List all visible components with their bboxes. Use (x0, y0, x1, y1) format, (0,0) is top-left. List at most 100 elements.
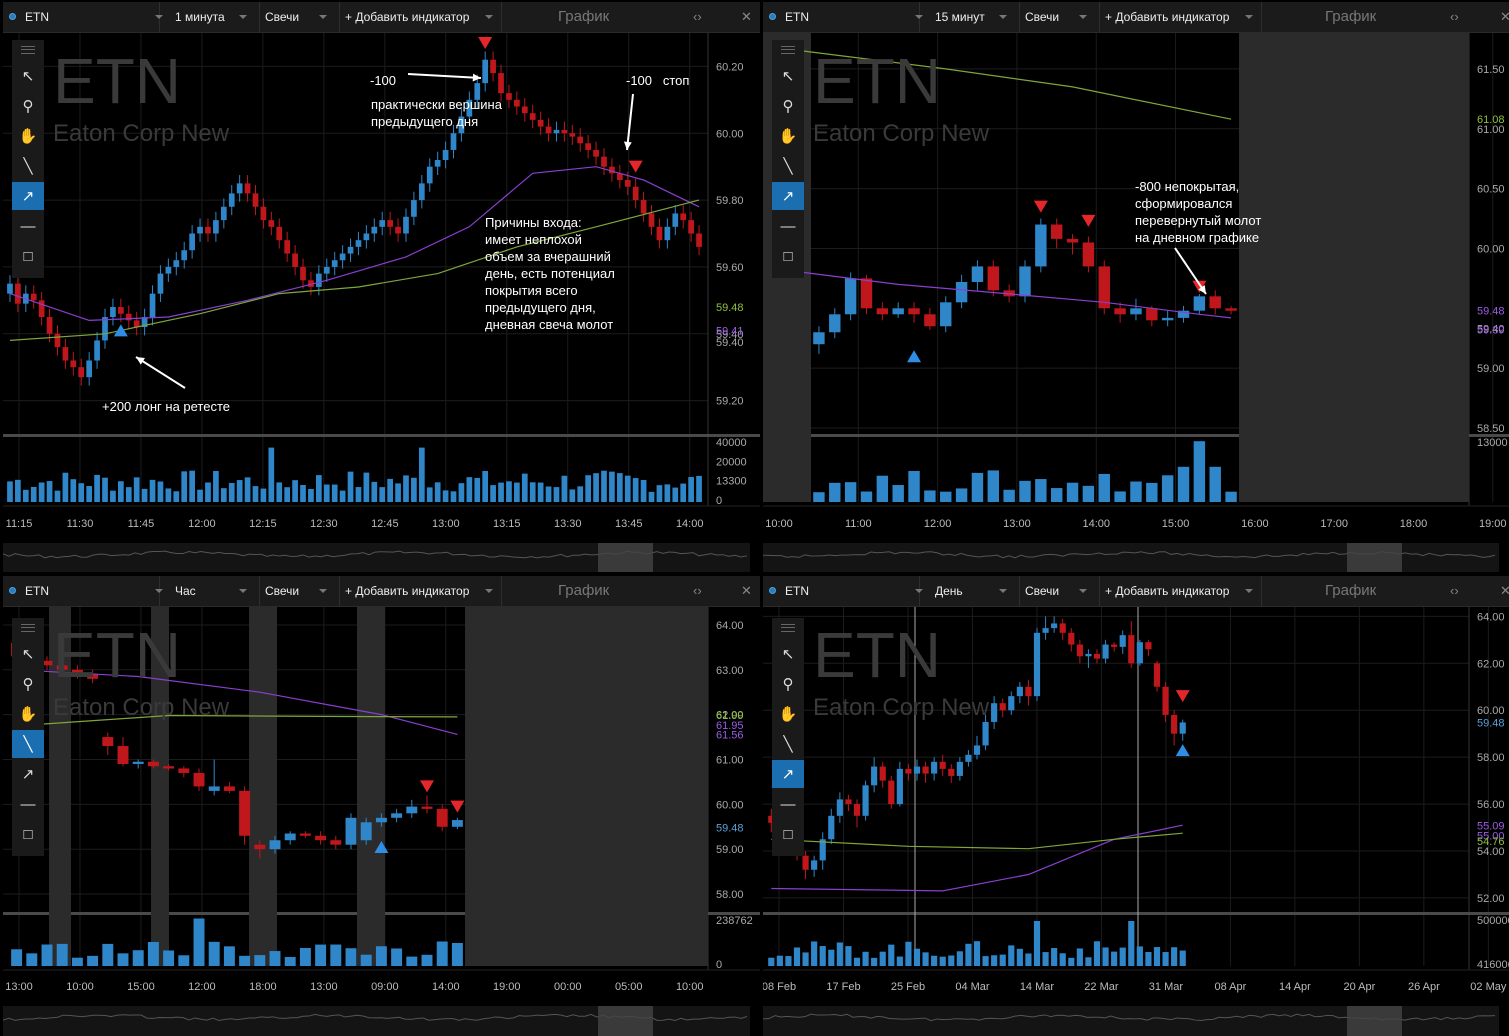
chevron-down-icon[interactable] (999, 589, 1007, 593)
arrow-tool-icon[interactable]: ↗ (21, 766, 35, 783)
chevron-down-icon[interactable] (1245, 589, 1253, 593)
horizontal-line-icon[interactable]: — (20, 217, 36, 235)
chart-canvas[interactable]: 64.00 62.00 60.00 58.00 56.00 54.00 52.00 59.48… (763, 576, 1509, 1036)
grid-lines (763, 607, 1489, 966)
volume-bar (908, 470, 920, 502)
chevron-down-icon[interactable] (1079, 15, 1087, 19)
cursor-icon[interactable]: ↖ (781, 68, 795, 85)
rectangle-tool-icon[interactable]: □ (783, 247, 793, 265)
pan-hand-icon[interactable]: ✋ (18, 128, 38, 145)
chevron-down-icon[interactable] (319, 589, 327, 593)
add-indicator-button[interactable]: + Добавить индикатор (1099, 2, 1262, 32)
candle (244, 175, 251, 202)
navigator-scrollbar[interactable] (763, 543, 1499, 572)
add-indicator-button[interactable]: + Добавить индикатор (339, 576, 502, 606)
maximize-window-icon[interactable]: ‹› (693, 583, 702, 598)
chevron-down-icon[interactable] (915, 589, 923, 593)
navigator-scrollbar[interactable] (3, 543, 750, 572)
volume-bar (498, 482, 504, 502)
maximize-window-icon[interactable]: ‹› (1450, 583, 1459, 598)
link-dot-icon[interactable] (9, 587, 16, 594)
toolbar-grip-icon[interactable] (21, 624, 35, 632)
chevron-down-icon[interactable] (155, 589, 163, 593)
zoom-icon[interactable]: ⚲ (22, 676, 34, 693)
chart-type-dropdown[interactable]: Свечи (1019, 576, 1100, 606)
time-tick-label: 18:00 (249, 981, 277, 993)
volume-bar (680, 483, 687, 502)
chevron-down-icon[interactable] (999, 15, 1007, 19)
candle (1076, 639, 1083, 664)
price-marker-label: 59.39 (1477, 324, 1505, 336)
rectangle-tool-icon[interactable]: □ (23, 825, 33, 843)
time-tick-label: 12:30 (310, 518, 338, 530)
cursor-icon[interactable]: ↖ (781, 646, 795, 663)
volume-bar (1130, 481, 1142, 502)
interval-dropdown[interactable]: 15 минут (929, 2, 1020, 32)
candle (1136, 639, 1143, 666)
candle (896, 761, 903, 807)
add-indicator-button[interactable]: + Добавить индикатор (1099, 576, 1262, 606)
cursor-icon[interactable]: ↖ (21, 646, 35, 663)
zoom-icon[interactable]: ⚲ (782, 676, 794, 693)
candle (117, 298, 124, 323)
chevron-down-icon[interactable] (915, 15, 923, 19)
candle (1102, 639, 1109, 664)
pan-hand-icon[interactable]: ✋ (778, 706, 798, 723)
chevron-down-icon[interactable] (319, 15, 327, 19)
maximize-window-icon[interactable]: ‹› (693, 9, 702, 24)
close-icon[interactable]: ✕ (1500, 583, 1509, 598)
rectangle-tool-icon[interactable]: □ (783, 825, 793, 843)
interval-dropdown[interactable]: 1 минута (169, 2, 260, 32)
zoom-icon[interactable]: ⚲ (782, 98, 794, 115)
chart-type-dropdown[interactable]: Свечи (259, 2, 340, 32)
chart-type-dropdown[interactable]: Свечи (259, 576, 340, 606)
link-dot-icon[interactable] (9, 13, 16, 20)
zoom-icon[interactable]: ⚲ (22, 98, 34, 115)
horizontal-line-icon[interactable]: — (780, 795, 796, 813)
chevron-down-icon[interactable] (239, 589, 247, 593)
navigator-scrollbar[interactable] (3, 1006, 750, 1036)
volume-bar (308, 488, 314, 502)
arrow-tool-icon[interactable]: ↗ (772, 760, 804, 788)
close-icon[interactable]: ✕ (741, 583, 752, 598)
chevron-down-icon[interactable] (1079, 589, 1087, 593)
line-tool-icon[interactable]: ╲ (12, 730, 44, 758)
price-tick-label: 62.00 (1477, 658, 1505, 670)
link-dot-icon[interactable] (769, 587, 776, 594)
cursor-icon[interactable]: ↖ (21, 68, 35, 85)
arrow-tool-icon[interactable]: ↗ (772, 182, 804, 210)
toolbar-grip-icon[interactable] (781, 624, 795, 632)
chevron-down-icon[interactable] (485, 589, 493, 593)
toolbar-grip-icon[interactable] (781, 46, 795, 54)
candle (672, 205, 679, 236)
close-icon[interactable]: ✕ (1500, 9, 1509, 24)
close-icon[interactable]: ✕ (741, 9, 752, 24)
candle (269, 835, 281, 854)
navigator-scrollbar[interactable] (763, 1006, 1499, 1036)
line-tool-icon[interactable]: ╲ (783, 736, 793, 753)
rectangle-tool-icon[interactable]: □ (23, 247, 33, 265)
arrow-tool-icon[interactable]: ↗ (12, 182, 44, 210)
toolbar-grip-icon[interactable] (21, 46, 35, 54)
volume-bar (220, 488, 227, 502)
pan-hand-icon[interactable]: ✋ (18, 706, 38, 723)
chart-type-dropdown[interactable]: Свечи (1019, 2, 1100, 32)
chevron-down-icon[interactable] (155, 15, 163, 19)
horizontal-line-icon[interactable]: — (20, 795, 36, 813)
chevron-down-icon[interactable] (485, 15, 493, 19)
link-dot-icon[interactable] (769, 13, 776, 20)
chevron-down-icon[interactable] (1245, 15, 1253, 19)
chart-canvas[interactable]: 64.00 63.00 62.00 61.00 60.00 59.00 58.00 61.99… (3, 576, 760, 1036)
volume-bar (315, 944, 327, 966)
time-tick-label: 13:00 (432, 518, 460, 530)
line-tool-icon[interactable]: ╲ (783, 158, 793, 175)
interval-dropdown[interactable]: Час (169, 576, 260, 606)
interval-dropdown[interactable]: День (929, 576, 1020, 606)
chart-canvas[interactable]: 61.50 61.00 60.50 60.00 59.00 58.50 61.08 59.48… (763, 2, 1509, 572)
line-tool-icon[interactable]: ╲ (23, 158, 33, 175)
pan-hand-icon[interactable]: ✋ (778, 128, 798, 145)
chevron-down-icon[interactable] (239, 15, 247, 19)
maximize-window-icon[interactable]: ‹› (1450, 9, 1459, 24)
horizontal-line-icon[interactable]: — (780, 217, 796, 235)
add-indicator-button[interactable]: + Добавить индикатор (339, 2, 502, 32)
